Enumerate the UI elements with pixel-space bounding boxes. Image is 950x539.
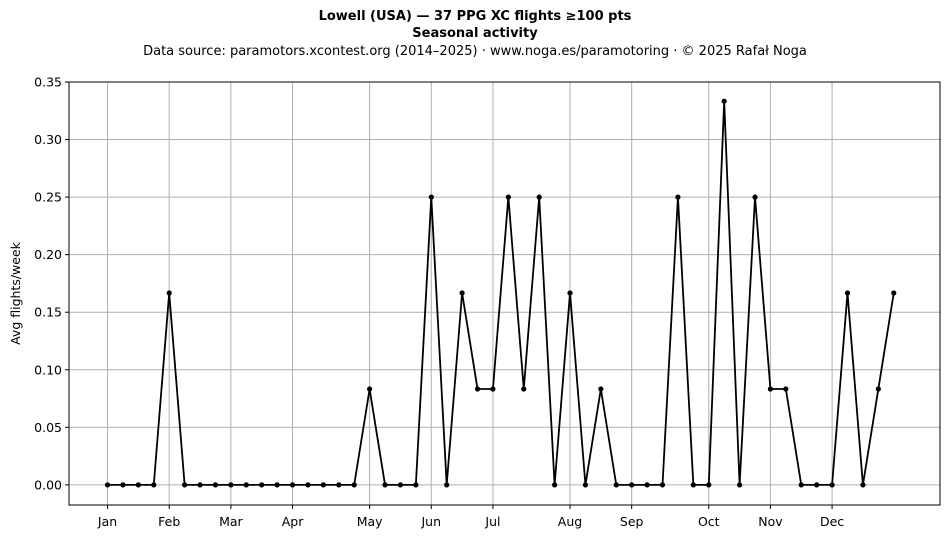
data-point xyxy=(274,482,280,488)
x-tick-label: May xyxy=(357,514,383,529)
data-point xyxy=(675,194,681,200)
x-tick-label: Jun xyxy=(421,514,442,529)
data-point xyxy=(197,482,203,488)
series-line-layer xyxy=(107,100,895,486)
x-tick-label: Oct xyxy=(698,514,720,529)
data-point xyxy=(397,482,404,488)
data-point xyxy=(721,98,727,104)
data-point xyxy=(474,386,481,392)
data-point xyxy=(182,482,188,488)
y-tick-label: 0.30 xyxy=(34,132,62,147)
x-tick-label: Jan xyxy=(97,514,117,529)
data-point xyxy=(228,482,234,488)
data-point xyxy=(814,482,820,488)
data-point xyxy=(104,482,111,488)
data-point xyxy=(552,482,558,488)
data-point xyxy=(459,290,465,296)
data-point xyxy=(243,482,249,488)
data-point xyxy=(521,386,527,392)
data-point xyxy=(166,290,172,296)
x-tick-label: Mar xyxy=(219,514,243,529)
y-axis-label: Avg flights/week xyxy=(8,241,23,345)
data-point xyxy=(783,386,789,392)
chart-title: Lowell (USA) — 37 PPG XC flights ≥100 pt… xyxy=(318,9,632,24)
data-point xyxy=(629,482,635,488)
x-tick-label: Sep xyxy=(620,514,644,529)
data-point xyxy=(706,482,712,488)
data-point xyxy=(212,482,219,488)
chart-subtitle: Seasonal activity xyxy=(412,26,538,41)
x-tick-label: Apr xyxy=(282,514,304,529)
data-point xyxy=(875,386,881,392)
data-point xyxy=(567,290,573,296)
y-tick-label: 0.35 xyxy=(34,75,62,90)
data-point xyxy=(659,482,666,488)
plot-frame xyxy=(68,81,941,506)
data-point xyxy=(490,386,496,392)
data-point xyxy=(320,482,326,488)
data-point xyxy=(536,194,542,200)
series-points-layer xyxy=(104,98,897,488)
data-point xyxy=(151,482,157,488)
x-tick-label: Jul xyxy=(484,514,500,529)
data-point xyxy=(613,482,619,488)
data-point xyxy=(305,482,311,488)
x-axis-ticks: Jan Feb Mar Apr May Jun Jul Aug Sep Oct Nov Dec xyxy=(97,505,844,529)
x-tick-label: Aug xyxy=(558,514,582,529)
data-point xyxy=(351,482,357,488)
data-point xyxy=(598,386,604,392)
data-point xyxy=(135,482,141,488)
data-point xyxy=(891,290,897,296)
x-tick-label: Feb xyxy=(158,514,180,529)
data-point xyxy=(736,482,743,488)
x-tick-label: Dec xyxy=(820,514,844,529)
data-point xyxy=(582,482,589,488)
y-tick-label: 0.10 xyxy=(34,362,62,377)
data-point xyxy=(413,482,419,488)
title-block: Lowell (USA) — 37 PPG XC flights ≥100 pt… xyxy=(0,8,950,61)
data-point xyxy=(382,482,388,488)
data-point xyxy=(505,194,511,200)
y-axis-ticks: 0.00 0.05 0.10 0.15 0.20 0.25 0.30 0.35 xyxy=(34,75,69,492)
y-tick-label: 0.25 xyxy=(34,190,62,205)
data-point xyxy=(690,482,696,488)
data-point xyxy=(289,482,296,488)
data-point xyxy=(767,386,774,392)
y-tick-label: 0.05 xyxy=(34,420,62,435)
data-point xyxy=(644,482,650,488)
grid-lines xyxy=(69,81,940,505)
data-point xyxy=(844,290,851,296)
y-tick-label: 0.00 xyxy=(34,477,62,492)
y-tick-label: 0.15 xyxy=(34,305,62,320)
data-point xyxy=(798,482,804,488)
data-point xyxy=(336,482,342,488)
data-point xyxy=(860,482,866,488)
x-tick-label: Nov xyxy=(758,514,783,529)
data-point xyxy=(259,482,265,488)
data-point xyxy=(444,482,450,488)
data-point xyxy=(829,482,835,488)
data-source-note: Data source: paramotors.xcontest.org (20… xyxy=(143,44,807,59)
series-line xyxy=(107,100,895,486)
data-point xyxy=(367,386,373,392)
data-point xyxy=(120,482,126,488)
y-tick-label: 0.20 xyxy=(34,247,62,262)
data-point xyxy=(752,194,758,200)
data-point xyxy=(428,194,434,200)
